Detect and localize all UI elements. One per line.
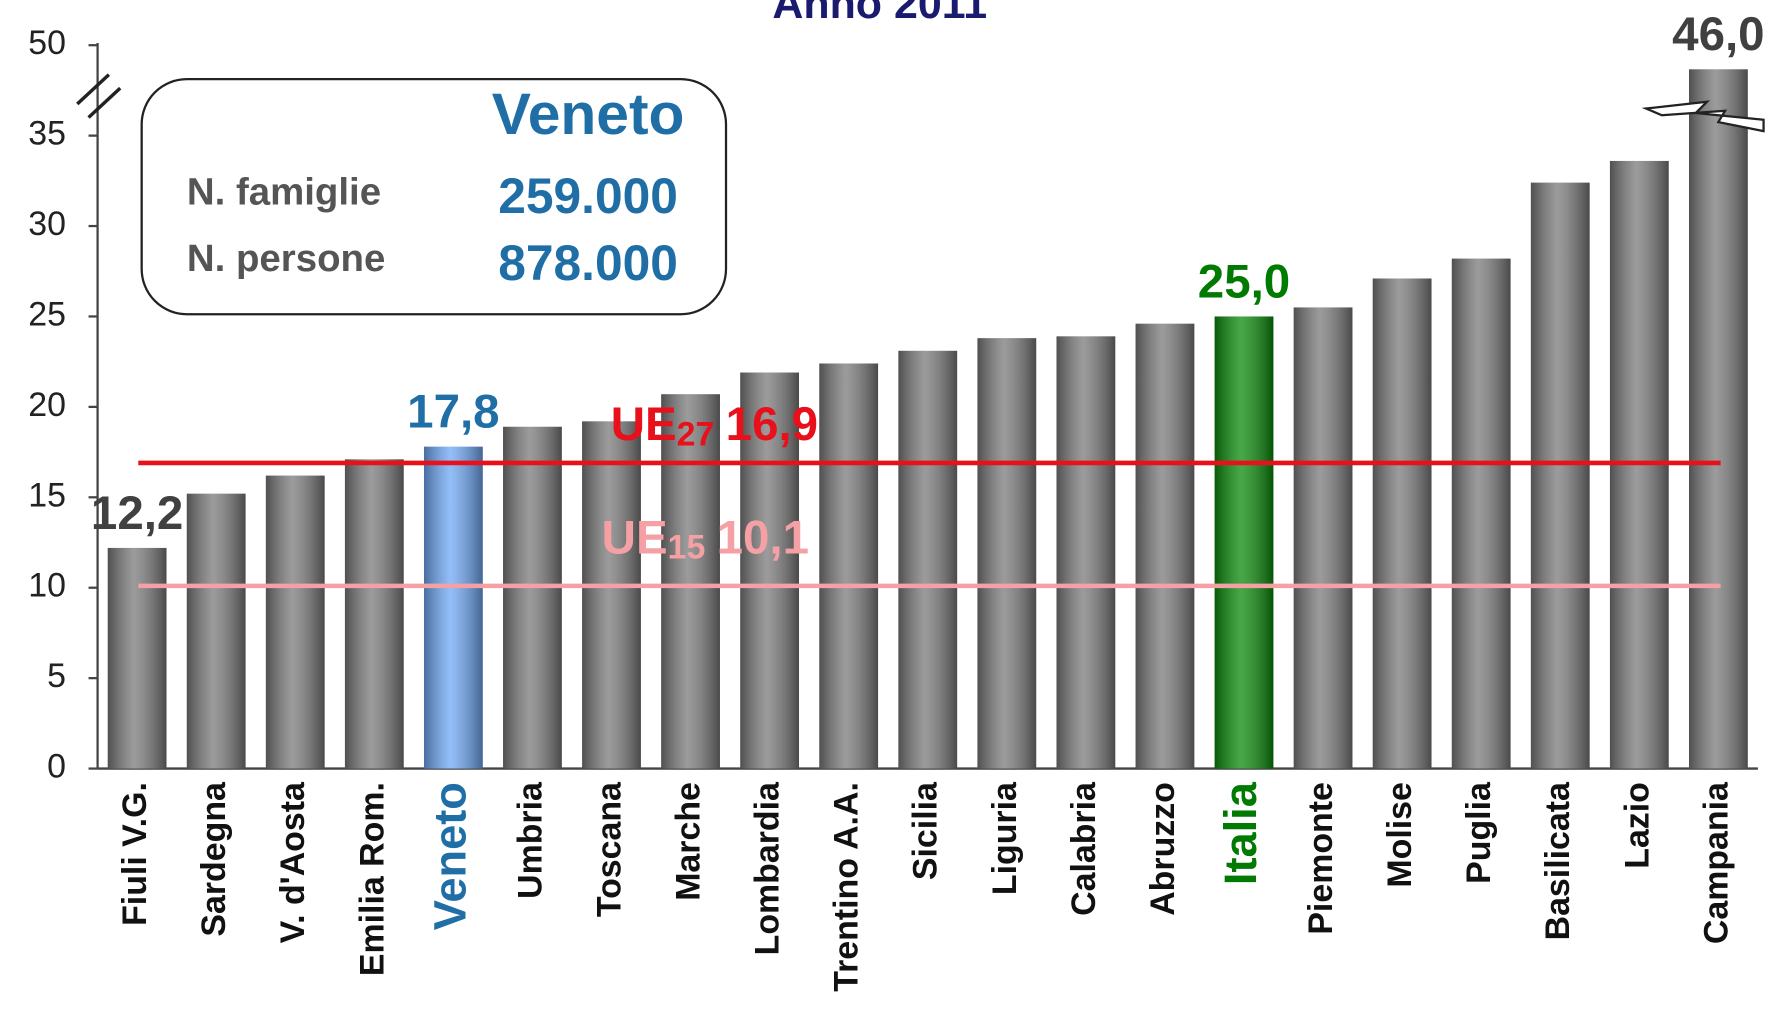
bar-shine (107, 547, 167, 769)
x-tick-label: Toscana (590, 781, 628, 917)
value-label: 25,0 (1198, 255, 1290, 308)
y-tick-label: 20 (28, 386, 66, 424)
bar-shine (1214, 316, 1274, 769)
break-mark (87, 86, 122, 119)
x-tick-label: Molise (1381, 782, 1419, 887)
bar-shine (1451, 258, 1511, 769)
break-mark (76, 73, 111, 106)
y-tick-label: 10 (28, 567, 66, 605)
bar-shine (582, 421, 641, 769)
x-tick-label: Italia (1215, 781, 1266, 885)
x-tick-label: V. d'Aosta (274, 781, 312, 943)
x-tick-label: Marche (670, 782, 708, 901)
box-label: N. famiglie (187, 171, 381, 214)
x-tick-label: Puglia (1460, 781, 1498, 884)
x-tick-label: Veneto (424, 782, 475, 930)
bar-shine (661, 394, 720, 769)
y-tick-label: 50 (28, 24, 66, 62)
reference-subscript: 15 (668, 528, 706, 566)
bar-shine (977, 338, 1037, 769)
value-label: 46,0 (1672, 8, 1764, 61)
reference-label: UE27 16,9 (611, 398, 818, 453)
axis-break (76, 73, 122, 119)
box-value: 259.000 (498, 168, 678, 224)
bar-shine (1293, 307, 1353, 769)
bar-shine (1135, 323, 1195, 769)
bar-shine (186, 493, 246, 769)
value-label: 17,8 (407, 386, 499, 439)
x-tick-label: Abruzzo (1144, 782, 1182, 916)
reference-label: UE15 10,1 (602, 511, 809, 566)
value-label: 12,2 (91, 487, 183, 540)
box-value: 878.000 (498, 235, 678, 291)
reference-subscript: 27 (677, 415, 715, 453)
x-tick-label: Piemonte (1302, 782, 1340, 935)
x-tick-label: Calabria (1065, 781, 1103, 916)
reference-value: 10,1 (717, 511, 809, 564)
x-tick-label: Liguria (986, 781, 1024, 895)
y-tick-label: 35 (28, 115, 66, 153)
bar-shine (1056, 336, 1116, 769)
x-tick-label: Lombardia (749, 781, 787, 955)
y-tick-label: 30 (28, 205, 66, 243)
x-tick-label: Sardegna (195, 781, 233, 937)
bar-shine (1688, 69, 1748, 769)
box-title: Veneto (492, 82, 685, 147)
bar-shine (423, 446, 483, 769)
bar-shine (344, 459, 404, 769)
chart-title: Anno 2011 (772, 0, 987, 28)
reference-name: UE (602, 511, 668, 564)
bar-shine (503, 426, 562, 769)
x-tick-label: Sicilia (907, 781, 945, 880)
bar-shine (819, 363, 879, 769)
bar-shine (740, 372, 800, 769)
x-tick-label: Umbria (511, 781, 549, 899)
bar-shine (1372, 278, 1432, 769)
x-tick-label: Trentino A.A. (828, 782, 866, 992)
box-label: N. persone (187, 237, 385, 280)
y-tick-label: 15 (28, 476, 66, 514)
x-tick-label: Lazio (1618, 782, 1656, 869)
reference-name: UE (611, 398, 677, 451)
info-box (140, 77, 728, 316)
x-tick-label: Basilicata (1539, 781, 1577, 940)
bars (107, 69, 1748, 769)
x-tick-label: Campania (1697, 781, 1735, 944)
y-tick-label: 0 (47, 748, 66, 786)
y-tick-label: 5 (47, 657, 66, 695)
bar-shine (1530, 182, 1590, 769)
break-bolt (1641, 100, 1765, 133)
x-tick-label: Fiuli V.G. (116, 782, 154, 926)
y-tick-label: 25 (28, 295, 66, 333)
bar-shine (265, 475, 325, 769)
reference-value: 16,9 (726, 398, 818, 451)
x-tick-label: Emilia Rom. (353, 782, 391, 976)
bar-shine (898, 350, 958, 769)
